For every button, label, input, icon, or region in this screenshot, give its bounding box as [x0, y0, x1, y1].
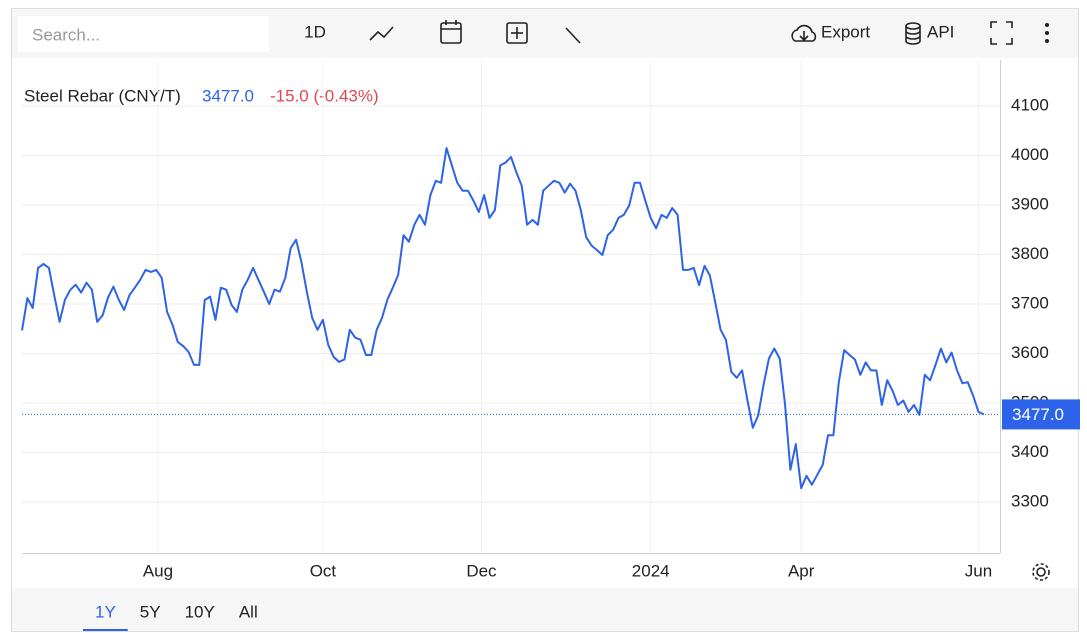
- price-change: -15.0 (-0.43%): [270, 86, 379, 105]
- x-tick-label: Apr: [788, 561, 815, 580]
- api-icon[interactable]: [905, 22, 921, 45]
- range-bar: [12, 588, 1078, 631]
- search-placeholder: Search...: [32, 25, 100, 44]
- range-button[interactable]: 10Y: [185, 602, 215, 621]
- interval-button[interactable]: 1D: [304, 22, 326, 41]
- range-button[interactable]: 1Y: [95, 602, 116, 621]
- y-tick-label: 3400: [1011, 442, 1049, 461]
- price-line: [21, 147, 985, 490]
- x-tick-label: Aug: [143, 561, 173, 580]
- y-tick-label: 3800: [1011, 244, 1049, 263]
- grid: [22, 60, 1000, 553]
- frame: [11, 8, 1079, 632]
- fullscreen-icon[interactable]: [990, 21, 1013, 45]
- last-price-tag: [1002, 399, 1080, 430]
- y-tick-label: 3300: [1011, 492, 1049, 511]
- range-button[interactable]: 5Y: [140, 602, 161, 621]
- y-tick-label: 3700: [1011, 294, 1049, 313]
- chart-type-icon[interactable]: [369, 26, 394, 41]
- y-tick-label: 3600: [1011, 343, 1049, 362]
- api-button[interactable]: API: [927, 22, 954, 41]
- menu-icon[interactable]: [1045, 23, 1049, 43]
- chart-title: Steel Rebar (CNY/T): [24, 86, 181, 105]
- add-icon[interactable]: [506, 22, 528, 44]
- y-tick-label: 4100: [1011, 96, 1049, 115]
- x-tick-label: 2024: [632, 561, 670, 580]
- settings-icon[interactable]: [1032, 563, 1050, 581]
- tools-icon[interactable]: [565, 27, 581, 44]
- y-tick-label: 3900: [1011, 195, 1049, 214]
- x-tick-label: Oct: [310, 561, 337, 580]
- last-price: 3477.0: [202, 86, 254, 105]
- export-button[interactable]: Export: [821, 22, 870, 41]
- x-tick-label: Jun: [965, 561, 992, 580]
- y-tick-label: 4000: [1011, 145, 1049, 164]
- last-price-tag-label: 3477.0: [1012, 405, 1064, 424]
- export-icon[interactable]: [791, 24, 817, 42]
- calendar-icon[interactable]: [440, 20, 462, 44]
- x-tick-label: Dec: [466, 561, 497, 580]
- range-button[interactable]: All: [239, 602, 258, 621]
- search-box[interactable]: [18, 16, 269, 52]
